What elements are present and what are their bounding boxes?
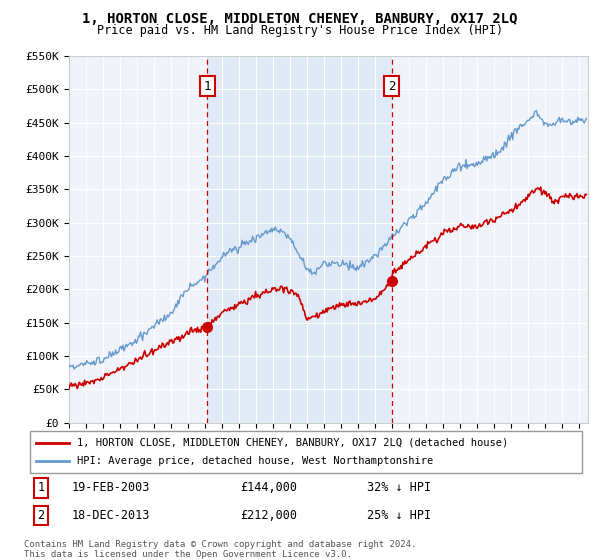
- Text: 1: 1: [203, 80, 211, 92]
- Text: 19-FEB-2003: 19-FEB-2003: [71, 481, 150, 494]
- FancyBboxPatch shape: [30, 431, 582, 473]
- Text: 1: 1: [37, 481, 44, 494]
- Text: 25% ↓ HPI: 25% ↓ HPI: [367, 509, 431, 522]
- Text: 32% ↓ HPI: 32% ↓ HPI: [367, 481, 431, 494]
- Text: 1, HORTON CLOSE, MIDDLETON CHENEY, BANBURY, OX17 2LQ (detached house): 1, HORTON CLOSE, MIDDLETON CHENEY, BANBU…: [77, 438, 508, 448]
- Text: 2: 2: [388, 80, 395, 92]
- Text: £144,000: £144,000: [240, 481, 297, 494]
- Text: 2: 2: [37, 509, 44, 522]
- Text: 18-DEC-2013: 18-DEC-2013: [71, 509, 150, 522]
- Text: Price paid vs. HM Land Registry's House Price Index (HPI): Price paid vs. HM Land Registry's House …: [97, 24, 503, 36]
- Text: £212,000: £212,000: [240, 509, 297, 522]
- Text: 1, HORTON CLOSE, MIDDLETON CHENEY, BANBURY, OX17 2LQ: 1, HORTON CLOSE, MIDDLETON CHENEY, BANBU…: [82, 12, 518, 26]
- Text: Contains HM Land Registry data © Crown copyright and database right 2024.
This d: Contains HM Land Registry data © Crown c…: [24, 540, 416, 559]
- Bar: [208, 56, 392, 423]
- Text: HPI: Average price, detached house, West Northamptonshire: HPI: Average price, detached house, West…: [77, 456, 433, 466]
